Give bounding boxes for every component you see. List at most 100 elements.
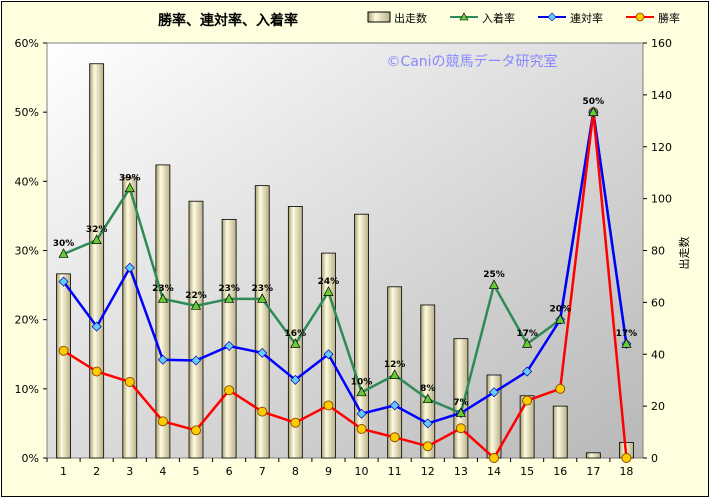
legend: 出走数 入着率 連対率 勝率	[367, 11, 680, 25]
bar-7	[254, 185, 270, 459]
point-rentai-3	[124, 262, 135, 273]
line-rentai	[62, 112, 628, 425]
left-tick-label: 50%	[15, 106, 39, 119]
point-win-11	[389, 432, 400, 443]
point-rentai-8	[290, 374, 301, 385]
point-entry-2	[91, 234, 102, 244]
left-tick-label: 20%	[15, 314, 39, 327]
bar-6	[221, 218, 237, 459]
point-win-18	[621, 453, 632, 463]
point-rentai-1	[58, 276, 69, 287]
x-tick-label: 17	[586, 465, 600, 478]
point-win-2	[91, 366, 102, 377]
point-entry-18	[621, 338, 632, 348]
bar-5	[188, 200, 204, 459]
point-win-7	[257, 406, 268, 417]
data-label-4: 23%	[152, 284, 174, 294]
right-tick-label: 100	[651, 193, 672, 206]
x-tick-label: 4	[159, 465, 166, 478]
legend-label-bar: 出走数	[394, 11, 427, 25]
bar-12	[420, 304, 436, 459]
line-win	[62, 112, 628, 460]
point-win-16	[555, 383, 566, 394]
x-tick-label: 11	[388, 465, 402, 478]
x-tick-label: 16	[553, 465, 567, 478]
x-tick-label: 9	[325, 465, 332, 478]
point-win-10	[356, 424, 367, 434]
point-entry-3	[124, 182, 135, 193]
point-rentai-9	[323, 349, 334, 360]
x-tick-label: 3	[126, 465, 133, 478]
legend-swatch-bar	[367, 11, 391, 23]
data-label-6: 23%	[218, 284, 240, 294]
right-tick-label: 60	[651, 296, 665, 309]
right-axis-label: 出走数	[677, 237, 691, 270]
legend-marker-entry	[459, 12, 469, 21]
point-entry-4	[157, 293, 168, 303]
left-tick-label: 30%	[15, 245, 39, 258]
data-label-14: 25%	[483, 270, 505, 280]
point-rentai-12	[422, 418, 433, 429]
right-tick-label: 0	[651, 452, 658, 465]
bar-2	[89, 63, 105, 459]
bar-10	[354, 213, 369, 459]
point-win-8	[290, 417, 301, 428]
data-label-10: 10%	[351, 377, 373, 387]
point-rentai-4	[157, 354, 168, 365]
bar-3	[122, 177, 138, 459]
point-win-9	[323, 400, 334, 411]
left-tick-label: 10%	[15, 383, 39, 396]
point-win-1	[58, 345, 69, 356]
x-tick-label: 13	[454, 465, 468, 478]
bar-17	[585, 452, 601, 459]
point-entry-16	[555, 313, 566, 324]
x-tick-label: 5	[193, 465, 200, 478]
left-tick-label: 0%	[22, 452, 39, 465]
point-entry-7	[257, 293, 268, 303]
line-entry	[63, 112, 628, 415]
data-label-7: 23%	[251, 284, 273, 294]
data-label-8: 16%	[285, 329, 307, 339]
point-win-12	[422, 441, 433, 452]
point-win-6	[224, 385, 235, 396]
point-rentai-6	[224, 340, 235, 351]
right-tick-label: 160	[651, 37, 672, 50]
data-label-9: 24%	[318, 277, 340, 287]
point-entry-10	[356, 386, 367, 397]
x-tick-label: 1	[60, 465, 67, 478]
point-entry-14	[488, 279, 500, 289]
right-tick-label: 120	[651, 141, 672, 154]
point-entry-15	[522, 338, 533, 348]
point-rentai-2	[91, 321, 102, 332]
x-tick-label: 2	[93, 465, 100, 478]
point-win-4	[157, 416, 168, 427]
bar-1	[56, 273, 71, 459]
data-label-1: 30%	[53, 239, 75, 249]
right-tick-label: 140	[651, 89, 672, 102]
data-label-17: 50%	[583, 97, 605, 107]
right-tick-label: 80	[651, 245, 665, 258]
point-entry-1	[58, 248, 69, 258]
data-label-16: 20%	[549, 305, 571, 315]
x-tick-label: 14	[487, 465, 501, 478]
point-entry-11	[389, 369, 400, 379]
data-label-13: 7%	[453, 398, 468, 408]
legend-label-rentai: 連対率	[570, 11, 603, 25]
left-tick-label: 60%	[15, 37, 39, 50]
x-tick-label: 18	[619, 465, 633, 478]
point-rentai-15	[522, 366, 533, 377]
legend-label-win: 勝率	[658, 11, 680, 25]
point-rentai-10	[356, 408, 367, 419]
right-tick-label: 20	[651, 400, 665, 413]
x-tick-label: 15	[520, 465, 534, 478]
data-label-15: 17%	[516, 329, 538, 339]
data-label-18: 17%	[616, 329, 638, 339]
point-entry-12	[422, 393, 433, 404]
data-label-2: 32%	[86, 225, 108, 235]
point-rentai-11	[389, 400, 400, 411]
right-tick-label: 40	[651, 348, 665, 361]
point-rentai-14	[489, 387, 499, 398]
point-win-13	[455, 423, 466, 434]
legend-label-entry: 入着率	[482, 11, 515, 25]
legend-marker-rentai	[547, 12, 557, 22]
